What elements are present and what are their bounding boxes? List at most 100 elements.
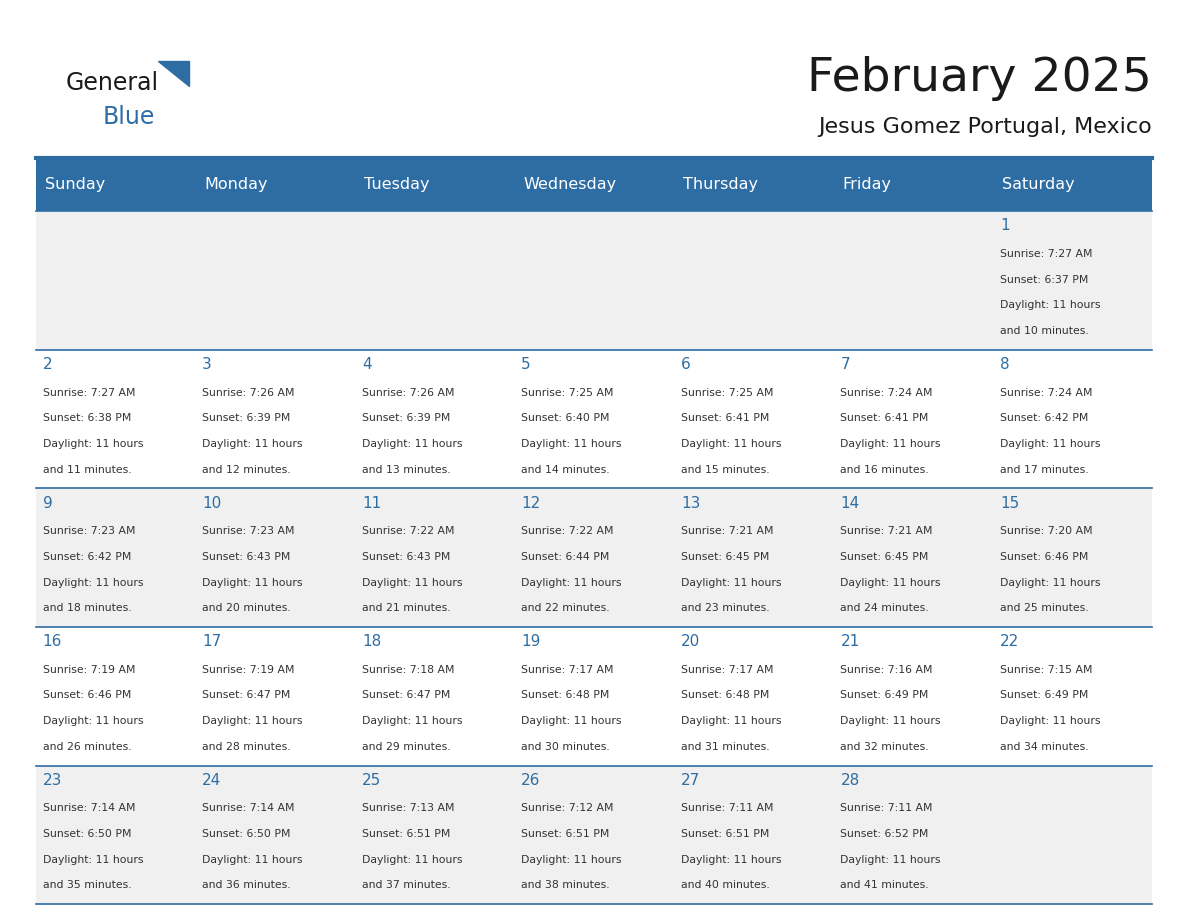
Text: and 22 minutes.: and 22 minutes. xyxy=(522,603,609,613)
Text: and 12 minutes.: and 12 minutes. xyxy=(202,465,291,475)
Text: Daylight: 11 hours: Daylight: 11 hours xyxy=(1000,577,1100,588)
Text: Sunset: 6:49 PM: Sunset: 6:49 PM xyxy=(1000,690,1088,700)
Text: and 15 minutes.: and 15 minutes. xyxy=(681,465,770,475)
Text: and 14 minutes.: and 14 minutes. xyxy=(522,465,609,475)
Text: Sunset: 6:42 PM: Sunset: 6:42 PM xyxy=(1000,413,1088,423)
Text: Blue: Blue xyxy=(102,105,154,129)
Text: Daylight: 11 hours: Daylight: 11 hours xyxy=(681,439,782,449)
Text: Sunrise: 7:25 AM: Sunrise: 7:25 AM xyxy=(681,387,773,397)
Text: Sunset: 6:46 PM: Sunset: 6:46 PM xyxy=(1000,552,1088,562)
Text: Daylight: 11 hours: Daylight: 11 hours xyxy=(43,577,144,588)
Text: Daylight: 11 hours: Daylight: 11 hours xyxy=(202,439,303,449)
Text: Sunset: 6:51 PM: Sunset: 6:51 PM xyxy=(522,829,609,839)
Text: 1: 1 xyxy=(1000,218,1010,233)
Text: and 34 minutes.: and 34 minutes. xyxy=(1000,742,1088,752)
Text: Sunrise: 7:21 AM: Sunrise: 7:21 AM xyxy=(840,526,933,536)
Text: Daylight: 11 hours: Daylight: 11 hours xyxy=(362,855,462,865)
Text: Sunset: 6:44 PM: Sunset: 6:44 PM xyxy=(522,552,609,562)
Text: 6: 6 xyxy=(681,357,690,372)
Text: and 25 minutes.: and 25 minutes. xyxy=(1000,603,1088,613)
Text: Wednesday: Wednesday xyxy=(524,177,617,192)
Text: 18: 18 xyxy=(362,634,381,649)
Text: 21: 21 xyxy=(840,634,860,649)
Text: Sunrise: 7:27 AM: Sunrise: 7:27 AM xyxy=(1000,249,1093,259)
Text: 17: 17 xyxy=(202,634,221,649)
Text: Sunset: 6:41 PM: Sunset: 6:41 PM xyxy=(681,413,770,423)
Text: 27: 27 xyxy=(681,773,700,788)
Text: Sunrise: 7:26 AM: Sunrise: 7:26 AM xyxy=(202,387,295,397)
Text: Daylight: 11 hours: Daylight: 11 hours xyxy=(522,855,621,865)
Text: Monday: Monday xyxy=(204,177,268,192)
Text: 15: 15 xyxy=(1000,496,1019,510)
Text: Daylight: 11 hours: Daylight: 11 hours xyxy=(681,577,782,588)
Text: Sunset: 6:50 PM: Sunset: 6:50 PM xyxy=(202,829,291,839)
Text: 10: 10 xyxy=(202,496,221,510)
Text: Daylight: 11 hours: Daylight: 11 hours xyxy=(1000,439,1100,449)
Text: Sunrise: 7:26 AM: Sunrise: 7:26 AM xyxy=(362,387,454,397)
Text: and 36 minutes.: and 36 minutes. xyxy=(202,880,291,890)
Text: and 28 minutes.: and 28 minutes. xyxy=(202,742,291,752)
Text: Sunrise: 7:21 AM: Sunrise: 7:21 AM xyxy=(681,526,773,536)
Text: Sunday: Sunday xyxy=(45,177,106,192)
Text: Sunset: 6:45 PM: Sunset: 6:45 PM xyxy=(681,552,770,562)
Text: 14: 14 xyxy=(840,496,860,510)
Text: and 18 minutes.: and 18 minutes. xyxy=(43,603,132,613)
Text: Daylight: 11 hours: Daylight: 11 hours xyxy=(43,855,144,865)
Text: Daylight: 11 hours: Daylight: 11 hours xyxy=(840,716,941,726)
Text: Sunrise: 7:11 AM: Sunrise: 7:11 AM xyxy=(840,803,933,813)
Text: 5: 5 xyxy=(522,357,531,372)
Text: and 31 minutes.: and 31 minutes. xyxy=(681,742,770,752)
Text: 22: 22 xyxy=(1000,634,1019,649)
Text: Sunset: 6:49 PM: Sunset: 6:49 PM xyxy=(840,690,929,700)
Text: Sunrise: 7:25 AM: Sunrise: 7:25 AM xyxy=(522,387,614,397)
Text: Sunset: 6:48 PM: Sunset: 6:48 PM xyxy=(522,690,609,700)
Text: Sunrise: 7:27 AM: Sunrise: 7:27 AM xyxy=(43,387,135,397)
Text: Daylight: 11 hours: Daylight: 11 hours xyxy=(362,716,462,726)
Text: 11: 11 xyxy=(362,496,381,510)
Text: Sunrise: 7:18 AM: Sunrise: 7:18 AM xyxy=(362,665,454,675)
Text: 28: 28 xyxy=(840,773,860,788)
Text: 7: 7 xyxy=(840,357,851,372)
Text: Sunset: 6:51 PM: Sunset: 6:51 PM xyxy=(362,829,450,839)
Text: and 17 minutes.: and 17 minutes. xyxy=(1000,465,1088,475)
Text: Sunrise: 7:17 AM: Sunrise: 7:17 AM xyxy=(522,665,614,675)
Text: 8: 8 xyxy=(1000,357,1010,372)
Text: Sunset: 6:40 PM: Sunset: 6:40 PM xyxy=(522,413,609,423)
Text: Sunset: 6:51 PM: Sunset: 6:51 PM xyxy=(681,829,770,839)
Text: 20: 20 xyxy=(681,634,700,649)
Text: Sunrise: 7:15 AM: Sunrise: 7:15 AM xyxy=(1000,665,1093,675)
Text: Sunset: 6:41 PM: Sunset: 6:41 PM xyxy=(840,413,929,423)
Text: Friday: Friday xyxy=(842,177,892,192)
Text: Sunset: 6:45 PM: Sunset: 6:45 PM xyxy=(840,552,929,562)
Text: and 41 minutes.: and 41 minutes. xyxy=(840,880,929,890)
Text: Sunset: 6:43 PM: Sunset: 6:43 PM xyxy=(202,552,291,562)
Text: Daylight: 11 hours: Daylight: 11 hours xyxy=(1000,716,1100,726)
Text: 19: 19 xyxy=(522,634,541,649)
Text: and 10 minutes.: and 10 minutes. xyxy=(1000,326,1088,336)
Text: Jesus Gomez Portugal, Mexico: Jesus Gomez Portugal, Mexico xyxy=(819,117,1152,137)
Text: and 24 minutes.: and 24 minutes. xyxy=(840,603,929,613)
Text: and 20 minutes.: and 20 minutes. xyxy=(202,603,291,613)
Text: Sunset: 6:43 PM: Sunset: 6:43 PM xyxy=(362,552,450,562)
Text: and 29 minutes.: and 29 minutes. xyxy=(362,742,450,752)
Text: Sunrise: 7:12 AM: Sunrise: 7:12 AM xyxy=(522,803,614,813)
Text: Sunset: 6:37 PM: Sunset: 6:37 PM xyxy=(1000,274,1088,285)
Text: Daylight: 11 hours: Daylight: 11 hours xyxy=(840,855,941,865)
Text: Sunrise: 7:19 AM: Sunrise: 7:19 AM xyxy=(43,665,135,675)
Text: Daylight: 11 hours: Daylight: 11 hours xyxy=(522,716,621,726)
Text: and 11 minutes.: and 11 minutes. xyxy=(43,465,132,475)
Text: 4: 4 xyxy=(362,357,372,372)
Text: 12: 12 xyxy=(522,496,541,510)
Text: Saturday: Saturday xyxy=(1003,177,1075,192)
Text: Sunset: 6:38 PM: Sunset: 6:38 PM xyxy=(43,413,131,423)
Text: Daylight: 11 hours: Daylight: 11 hours xyxy=(43,716,144,726)
Text: Daylight: 11 hours: Daylight: 11 hours xyxy=(522,577,621,588)
Text: and 32 minutes.: and 32 minutes. xyxy=(840,742,929,752)
Text: Thursday: Thursday xyxy=(683,177,758,192)
Text: Sunrise: 7:22 AM: Sunrise: 7:22 AM xyxy=(522,526,614,536)
Text: and 35 minutes.: and 35 minutes. xyxy=(43,880,132,890)
Text: and 23 minutes.: and 23 minutes. xyxy=(681,603,770,613)
Text: February 2025: February 2025 xyxy=(808,55,1152,101)
Text: Sunrise: 7:11 AM: Sunrise: 7:11 AM xyxy=(681,803,773,813)
Text: Sunrise: 7:24 AM: Sunrise: 7:24 AM xyxy=(1000,387,1093,397)
